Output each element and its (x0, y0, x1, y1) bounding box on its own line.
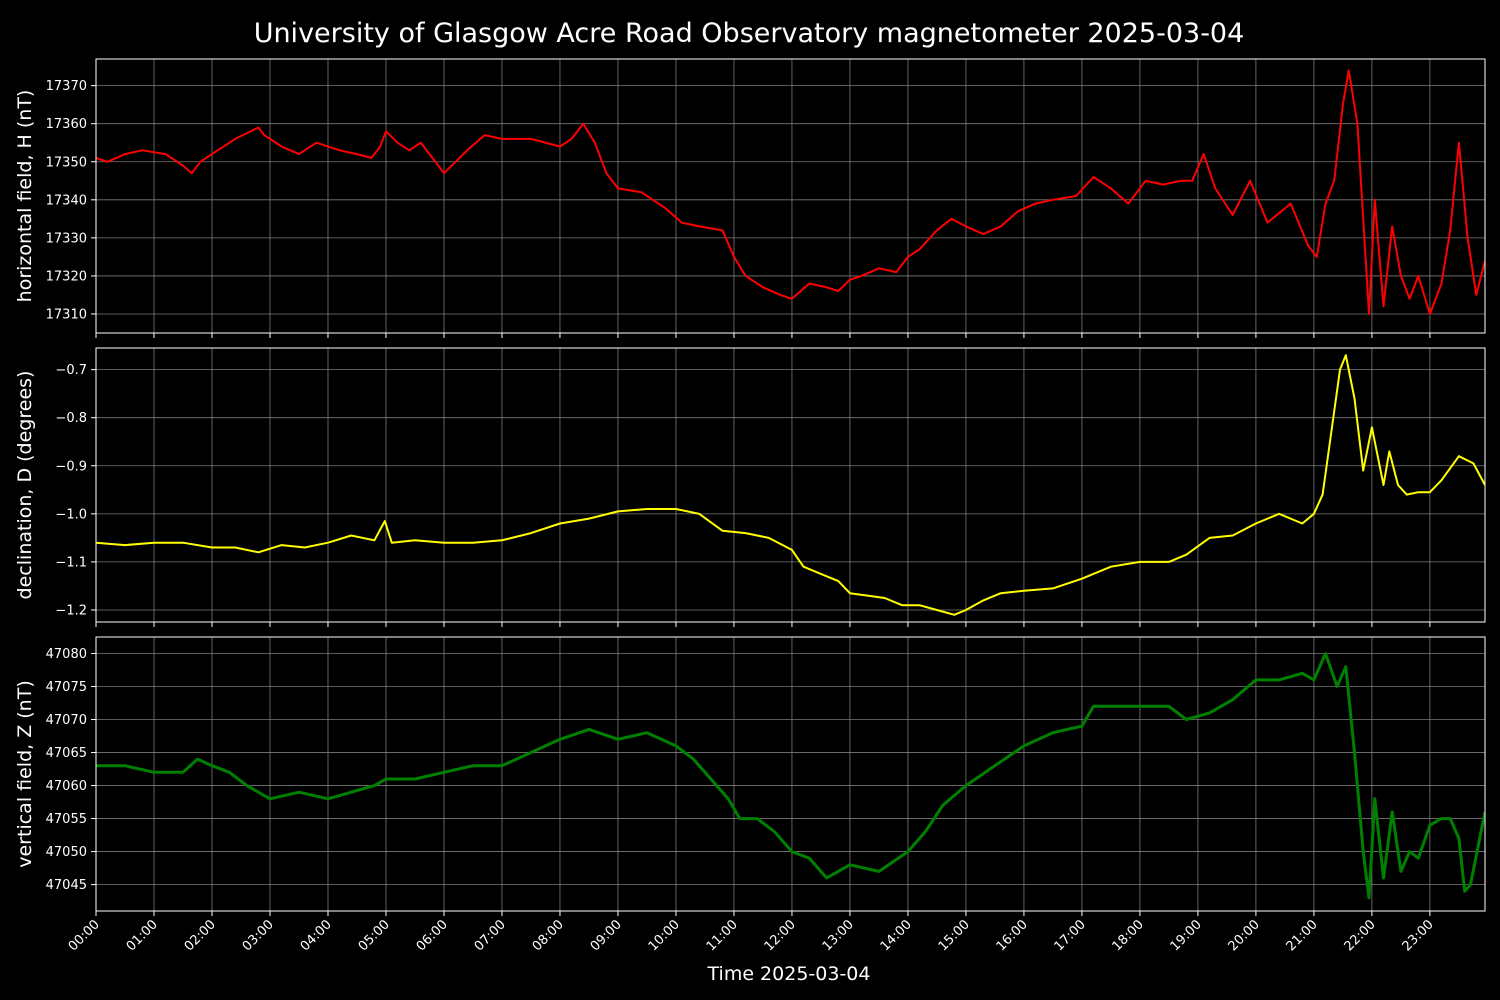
x-axis-label: Time 2025-03-04 (707, 963, 871, 985)
y-tick-label: −1.1 (55, 555, 87, 570)
y-tick-label: −0.8 (55, 411, 87, 426)
y-tick-label: 17370 (46, 79, 87, 94)
y-tick-label: 47070 (46, 713, 87, 728)
y-tick-label: 47080 (46, 647, 87, 662)
y-tick-label: −0.9 (55, 459, 87, 474)
series-line (96, 652, 1485, 900)
series-line (96, 354, 1485, 616)
axes-frame (95, 58, 1486, 334)
y-tick-label: 47075 (46, 680, 87, 695)
y-axis-label: horizontal field, H (nT) (14, 90, 36, 303)
axes-frame (95, 636, 1486, 912)
declination-panel: −1.2 −1.1 −1.0 −0.9 −0.8 −0.7 declination, D (… (14, 347, 1486, 627)
series-line (96, 69, 1485, 315)
y-tick-label: 47050 (46, 845, 87, 860)
y-tick-label: 47065 (46, 746, 87, 761)
y-tick-label: 17320 (46, 269, 87, 284)
y-tick-label: 17310 (46, 307, 87, 322)
y-axis-label: declination, D (degrees) (14, 371, 36, 600)
y-tick-label: −1.0 (55, 507, 87, 522)
y-tick-label: −1.2 (55, 603, 87, 618)
y-tick-label: 47055 (46, 812, 87, 827)
y-tick-label: 47045 (46, 878, 87, 893)
y-tick-label: 47060 (46, 779, 87, 794)
y-axis-label: vertical field, Z (nT) (14, 680, 36, 868)
axes-frame (95, 347, 1486, 623)
y-tick-label: −0.7 (55, 363, 87, 378)
chart-title: University of Glasgow Acre Road Observat… (254, 18, 1245, 49)
y-tick-label: 17350 (46, 155, 87, 170)
y-tick-label: 17330 (46, 231, 87, 246)
y-tick-label: 17340 (46, 193, 87, 208)
y-tick-label: 17360 (46, 117, 87, 132)
h-field-panel: 17310 17320 17330 17340 17350 17360 17370 horiz… (14, 58, 1486, 338)
